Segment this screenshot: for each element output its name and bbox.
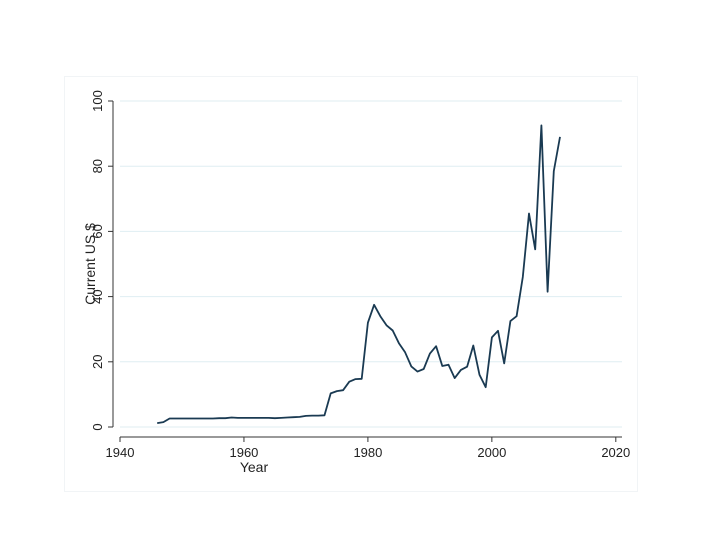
tick-labels: 0 20 40 60 80 100 1940 1960 1980 2000 2020 [90,90,630,460]
y-tick-label: 80 [90,159,105,173]
x-axis-title: Year [240,459,269,475]
series-line-0 [157,124,561,424]
y-tick-label: 20 [90,355,105,369]
x-tick-label: 2020 [601,445,630,460]
y-tick-label: 100 [90,90,105,112]
y-axis-title: Current US $ [82,223,98,305]
y-tick-label: 40 [90,289,105,303]
gridlines [120,100,622,428]
x-tick-label: 2000 [477,445,506,460]
y-tick-label: 60 [90,224,105,238]
x-tick-label: 1940 [106,445,135,460]
x-tick-label: 1960 [229,445,258,460]
y-tick-label: 0 [90,423,105,430]
x-tick-label: 1980 [353,445,382,460]
axes [108,100,622,442]
data-series [157,124,561,424]
